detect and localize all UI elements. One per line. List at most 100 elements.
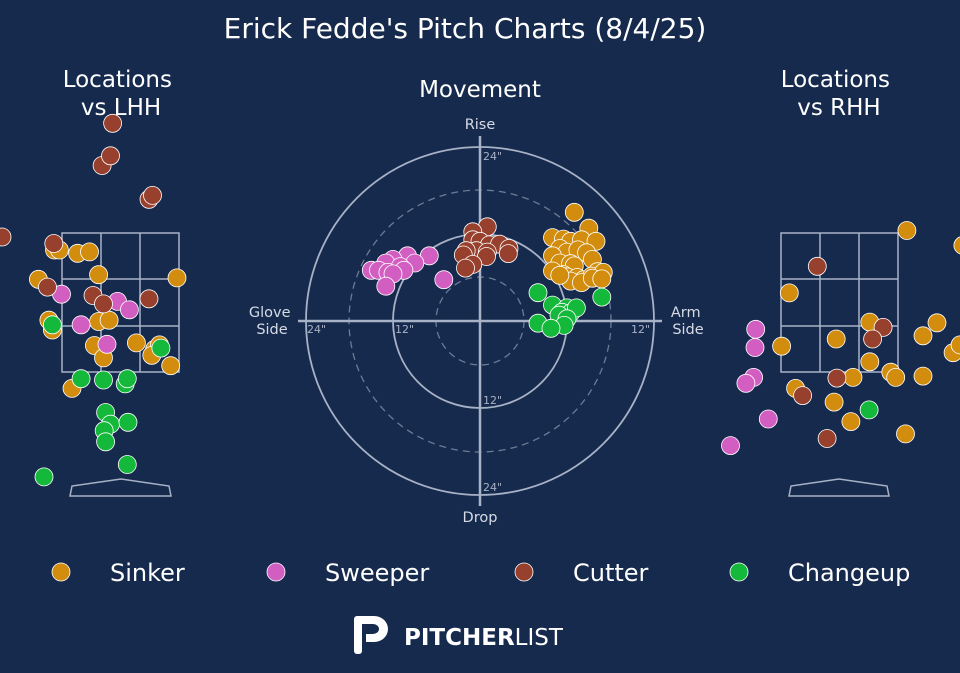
rhh-home-plate [788,478,890,497]
axis-label-glove-side: Glove Side [249,305,295,338]
lhh-sinker-point-3 [80,242,99,262]
legend-marker-cutter [514,562,534,582]
rhh-cutter-point-3 [827,368,847,388]
lhh-panel-title-line-2: vs LHH [81,95,161,121]
lhh-sweeper-point-3 [119,300,139,320]
lhh-sinker-point-4 [89,265,108,285]
lhh-changeup-point-10 [96,432,115,452]
rhh-sinker-point-12 [886,367,906,387]
lhh-cutter-point-9 [94,294,113,314]
locations-vs-lhh-panel: Locations vs LHH [0,67,187,497]
rhh-panel-title-line-2: vs RHH [797,95,880,121]
rhh-panel-title: Locations vs RHH [781,67,898,121]
ring-label-top-24: 24" [483,150,502,163]
axis-label-arm-line-1: Arm [671,305,701,321]
legend-marker-changeup [729,562,749,582]
lhh-sinker-point-18 [167,268,187,288]
lhh-home-plate [69,478,172,497]
rhh-pitch-points [721,221,960,456]
lhh-sinker-point-9 [99,310,119,330]
movement-sinker-point-27 [592,269,612,289]
movement-changeup-point-11 [541,318,561,338]
lhh-changeup-point-0 [43,315,62,335]
lhh-cutter-point-6 [44,234,64,253]
lhh-changeup-point-9 [118,412,138,432]
rhh-sinker-point-10 [860,352,880,372]
legend-marker-sinker [51,562,71,582]
rhh-sinker-point-6 [772,336,791,356]
rhh-sinker-point-14 [824,392,844,412]
axis-label-drop: Drop [463,510,498,526]
movement-axis-labels: Rise Drop Glove Side Arm Side [249,117,705,526]
rhh-sinker-point-4 [913,326,933,346]
rhh-sweeper-point-0 [746,319,766,339]
lhh-changeup-point-3 [94,370,113,390]
axis-label-rise: Rise [465,117,496,133]
rhh-sinker-point-13 [843,367,863,387]
rhh-cutter-point-4 [793,386,812,406]
rhh-sinker-point-2 [779,283,799,303]
brand-light: LIST [515,625,564,651]
pitcherlist-logo: PITCHERLIST [354,616,564,654]
lhh-cutter-point-10 [139,289,159,309]
lhh-sinker-point-12 [126,333,146,353]
legend-item-changeup: Changeup [729,559,910,587]
axis-label-arm-side: Arm Side [671,305,705,338]
legend-marker-sweeper [266,562,286,582]
lhh-pitch-points [0,113,187,487]
axis-label-glove-line-2: Side [256,322,287,338]
lhh-cutter-point-4 [143,185,162,205]
lhh-panel-title: Locations vs LHH [63,67,180,121]
rhh-sinker-point-7 [826,329,846,349]
pitcherlist-wordmark: PITCHERLIST [404,625,564,651]
movement-changeup-point-0 [528,283,548,303]
rhh-changeup-point-0 [859,400,879,420]
lhh-sinker-point-16 [161,356,181,376]
ring-label-left-24: 24" [307,323,326,336]
movement-ring-labels: 24" 24" 12" 12" 12" 24" [307,150,650,494]
legend-label-sweeper: Sweeper [325,559,429,587]
movement-sinker-point-28 [550,265,570,285]
movement-cutter-point-14 [456,258,475,278]
lhh-changeup-point-2 [71,369,91,389]
rhh-sinker-point-17 [841,412,861,432]
lhh-changeup-point-5 [117,369,137,389]
legend-item-sinker: Sinker [51,559,185,587]
rhh-sinker-point-0 [897,221,917,240]
figure-title: Erick Fedde's Pitch Charts (8/4/25) [224,12,707,45]
lhh-cutter-point-0 [103,113,122,133]
rhh-sinker-point-15 [913,366,933,386]
movement-panel-title: Movement [419,77,541,103]
movement-panel: Movement 24" 24" 12" 12" 12" 24" Rise Dr… [249,77,705,526]
rhh-sinker-point-1 [953,236,960,255]
rhh-panel-title-line-1: Locations [781,67,890,93]
rhh-cutter-point-5 [817,429,837,448]
movement-sweeper-point-11 [434,270,454,290]
legend-label-sinker: Sinker [110,559,185,587]
pitcherlist-p-logo-icon [354,616,388,654]
ring-label-bottom-12: 12" [483,394,502,407]
legend-item-cutter: Cutter [514,559,649,587]
lhh-changeup-point-1 [151,338,171,358]
rhh-cutter-point-2 [863,329,882,349]
lhh-sweeper-point-4 [97,334,117,354]
legend-label-changeup: Changeup [788,559,910,587]
lhh-changeup-point-11 [117,455,137,474]
movement-cutter-point-10 [498,244,518,264]
lhh-cutter-point-7 [38,277,57,297]
lhh-sweeper-point-1 [71,315,91,335]
rhh-sinker-point-18 [896,424,915,444]
ring-label-right-24: 12" [631,323,650,336]
movement-sinker-point-0 [564,202,584,222]
rhh-sweeper-point-1 [745,338,765,357]
movement-changeup-point-6 [592,287,612,307]
movement-sweeper-point-12 [376,276,396,296]
lhh-cutter-point-5 [0,227,12,247]
axis-label-glove-line-1: Glove [249,305,291,321]
axis-label-arm-line-2: Side [672,322,703,338]
legend-item-sweeper: Sweeper [266,559,429,587]
movement-pitch-points [361,202,613,338]
lhh-changeup-point-12 [34,467,54,487]
brand-bold: PITCHER [404,625,515,651]
